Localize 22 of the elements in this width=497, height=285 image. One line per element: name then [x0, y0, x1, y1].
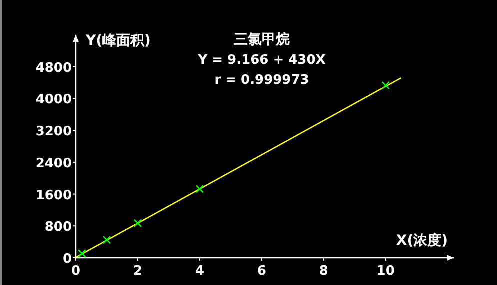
- x-tick-label: 10: [376, 264, 395, 279]
- chart-title: 三氯甲烷: [234, 32, 290, 48]
- y-tick-label: 800: [44, 220, 72, 236]
- x-tick-label: 6: [257, 264, 266, 279]
- point: [102, 236, 112, 244]
- point: [134, 219, 142, 228]
- point: [382, 81, 390, 90]
- x-axis-title: X(浓度): [396, 232, 448, 249]
- y-axis-title: Y(峰面积): [85, 33, 151, 49]
- y-tick-label: 1600: [36, 188, 72, 204]
- x-tick-label: 8: [319, 264, 328, 279]
- x-tick-label: 2: [133, 264, 142, 279]
- annotation: r = 0.999973: [214, 73, 310, 88]
- y-tick-label: 3200: [36, 124, 72, 140]
- annotation: Y = 9.166 + 430X: [197, 53, 326, 68]
- x-tick-label: 4: [195, 264, 204, 279]
- y-tick-label: 0: [62, 252, 72, 267]
- point: [196, 184, 204, 194]
- y-tick-label: 4800: [36, 60, 72, 76]
- point: [78, 249, 86, 258]
- y-tick-label: 2400: [36, 156, 72, 172]
- y-tick-label: 4000: [36, 92, 72, 108]
